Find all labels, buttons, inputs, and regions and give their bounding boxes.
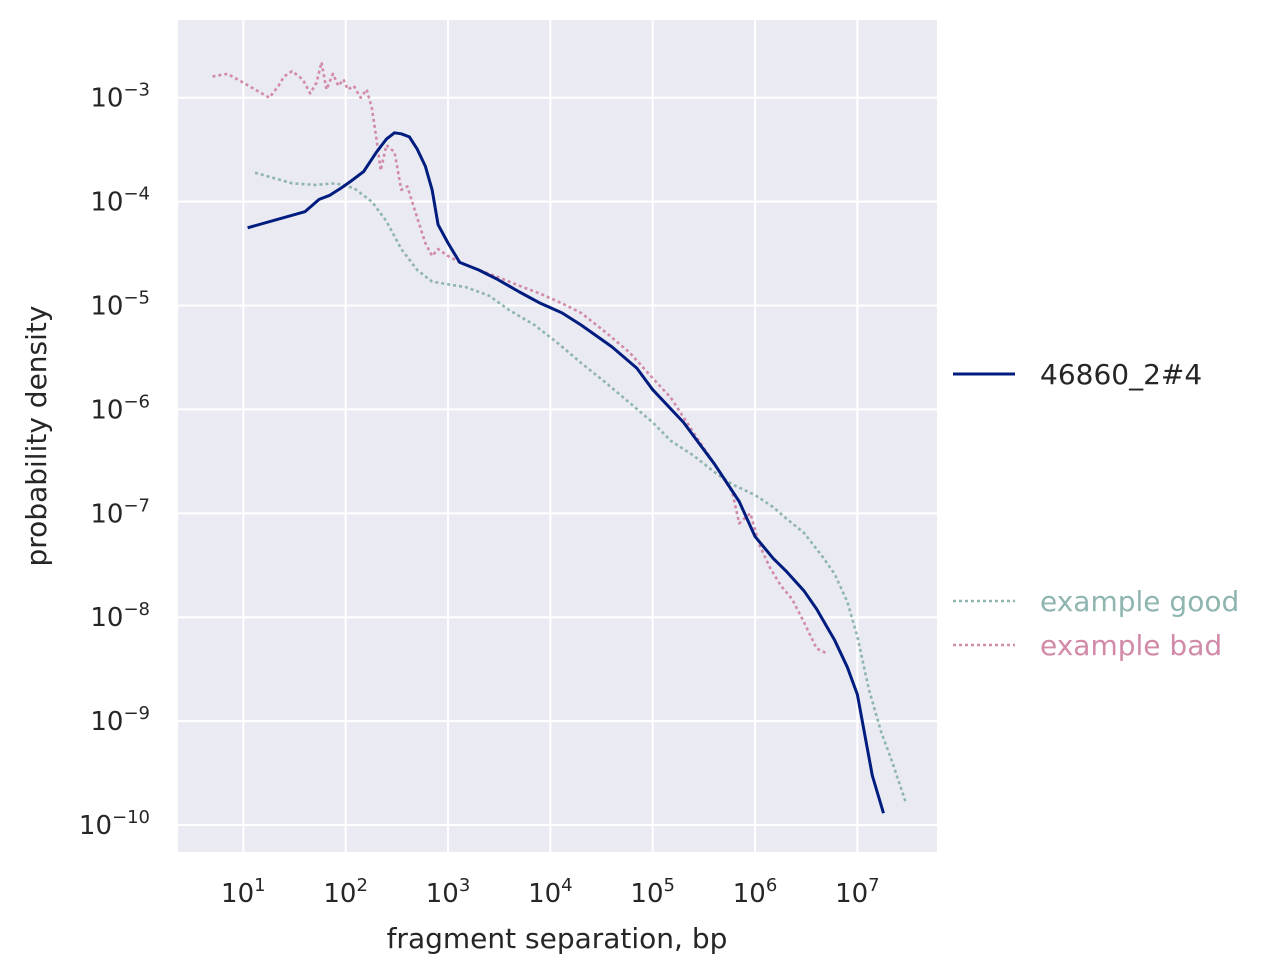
y-tick-label: 10−4 (90, 184, 150, 218)
series-lines (212, 60, 908, 814)
plot-area-background (178, 20, 937, 852)
y-tick-labels: 10−3 10−4 10−5 10−6 10−7 10−8 10−9 10−10 (79, 80, 150, 841)
x-tick-label: 104 (528, 875, 573, 909)
y-tick-label: 10−10 (79, 807, 150, 841)
y-tick-label: 10−7 (90, 495, 150, 529)
legend-entry: example bad (953, 629, 1222, 662)
legend-label: 46860_2#4 (1040, 358, 1202, 391)
x-tick-label: 103 (426, 875, 471, 909)
series-line-example-bad (212, 60, 828, 655)
x-tick-labels: 101 102 103 104 105 106 107 (221, 875, 880, 909)
series-line-46860-2-4 (247, 131, 885, 814)
x-axis-label: fragment separation, bp (387, 922, 728, 955)
x-tick-label: 101 (221, 875, 266, 909)
y-tick-label: 10−8 (90, 599, 150, 633)
y-tick-label: 10−5 (90, 288, 150, 322)
legend-label: example bad (1040, 629, 1222, 662)
x-tick-label: 107 (835, 875, 880, 909)
grid-lines (178, 20, 937, 852)
y-tick-label: 10−9 (90, 703, 150, 737)
legend-entry: 46860_2#4 (953, 358, 1202, 391)
y-axis-label: probability density (20, 306, 53, 567)
x-tick-label: 106 (733, 875, 778, 909)
legend-label: example good (1040, 585, 1239, 618)
y-tick-label: 10−6 (90, 391, 150, 425)
x-tick-label: 102 (323, 875, 368, 909)
y-tick-label: 10−3 (90, 80, 150, 114)
series-line-example-good (254, 171, 908, 805)
legend-entry: example good (953, 585, 1239, 618)
x-tick-label: 105 (630, 875, 675, 909)
